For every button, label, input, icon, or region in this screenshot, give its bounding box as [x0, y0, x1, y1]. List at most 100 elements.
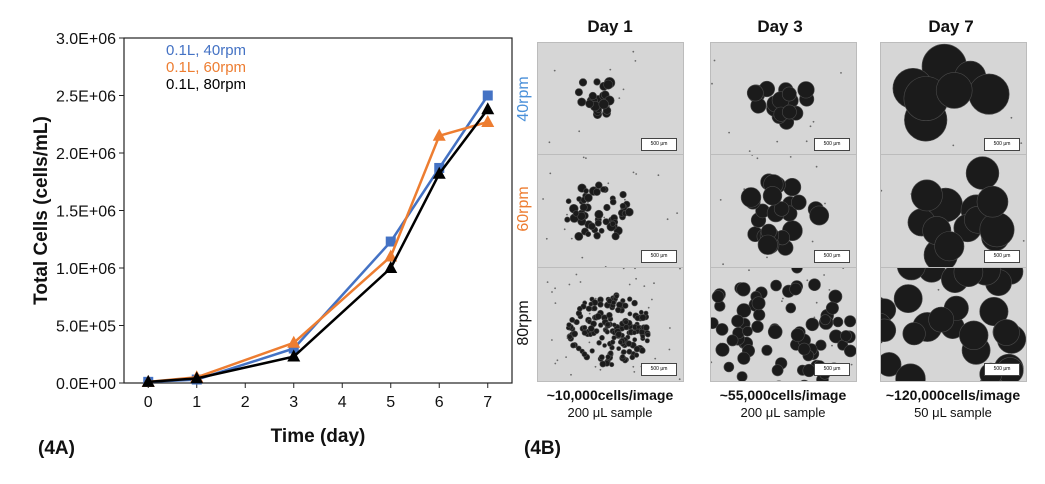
spheroid: [895, 363, 926, 381]
debris-dot: [632, 171, 635, 174]
spheroid: [599, 335, 605, 341]
spheroid: [782, 177, 802, 197]
debris-dot: [713, 59, 716, 62]
y-tick-label: 1.0E+06: [56, 261, 116, 278]
legend-entry: 0.1L, 40rpm: [166, 42, 246, 59]
debris-dot: [545, 237, 548, 240]
debris-dot: [756, 157, 759, 160]
spheroid: [577, 97, 587, 107]
spheroid-image: [711, 43, 856, 156]
spheroid: [742, 325, 753, 337]
spheroid: [621, 349, 627, 355]
debris-dot: [570, 237, 573, 240]
spheroid: [958, 320, 989, 351]
spheroid: [594, 219, 602, 227]
spheroid: [791, 268, 803, 274]
debris-dot: [588, 312, 591, 315]
debris-dot: [952, 144, 955, 147]
spheroid: [781, 86, 797, 102]
debris-dot: [668, 348, 671, 351]
day-title-1: Day 1: [587, 17, 633, 36]
debris-dot: [824, 202, 826, 205]
spheroid: [571, 330, 579, 338]
day-title-3: Day 3: [757, 17, 803, 36]
spheroid: [840, 330, 852, 342]
debris-dot: [789, 156, 792, 158]
spheroid: [587, 325, 595, 332]
spheroid: [968, 73, 1010, 115]
x-tick-label: 7: [483, 394, 492, 411]
spheroid: [597, 301, 604, 308]
debris-dot: [666, 218, 669, 221]
debris-dot: [850, 363, 853, 366]
x-tick-label: 2: [241, 394, 250, 411]
spheroid-image: [538, 43, 683, 156]
x-tick-label: 5: [386, 394, 395, 411]
scale-bar: 500 μm: [814, 363, 850, 376]
spheroid: [976, 185, 1009, 218]
spheroid: [731, 314, 744, 328]
spheroid: [591, 305, 598, 312]
spheroid: [615, 306, 622, 314]
caption-count: ~55,000cells/image: [719, 387, 847, 403]
spheroid-image: [881, 155, 1026, 268]
spheroid: [643, 310, 649, 316]
spheroid: [594, 209, 604, 219]
spheroid: [606, 311, 613, 319]
debris-dot: [651, 298, 653, 301]
debris-dot: [653, 282, 655, 285]
debris-dot: [635, 173, 638, 175]
spheroid: [584, 193, 593, 203]
spheroid: [832, 316, 844, 328]
spheroid: [753, 308, 766, 322]
spheroid: [844, 344, 856, 358]
spheroid: [574, 232, 584, 241]
y-tick-label: 0.0E+00: [56, 376, 116, 393]
debris-dot: [766, 256, 768, 259]
micro-image-day3-60rpm: 500 μm: [710, 154, 857, 269]
spheroid: [809, 205, 830, 226]
spheroid: [623, 319, 629, 325]
growth-chart: 0.0E+00 5.0E+05 1.0E+06 1.5E+06 2.0E+06 2.5E+…: [31, 31, 513, 447]
debris-dot: [554, 302, 557, 304]
series-3: [141, 102, 495, 387]
spheroid: [625, 207, 634, 217]
debris-dot: [603, 216, 606, 219]
debris-dot: [881, 189, 883, 192]
x-tick-label: 1: [192, 394, 201, 411]
data-point: [482, 90, 493, 101]
spheroid: [737, 351, 751, 365]
debris-dot: [669, 327, 671, 329]
data-point: [141, 374, 155, 387]
spheroid: [638, 309, 644, 315]
image-background: [538, 155, 683, 268]
spheroid: [599, 360, 607, 368]
spheroid: [928, 306, 955, 333]
caption-sample: 200 μL sample: [740, 405, 826, 420]
micro-image-day3-40rpm: 500 μm: [710, 42, 857, 157]
legend-entry: 0.1L, 80rpm: [166, 76, 246, 93]
debris-dot: [643, 285, 646, 287]
spheroid: [609, 362, 615, 368]
spheroid: [632, 337, 638, 343]
data-point: [384, 261, 398, 273]
spheroid: [844, 315, 856, 328]
spheroid: [762, 186, 783, 206]
spheroid: [633, 352, 640, 358]
scale-bar: 500 μm: [984, 363, 1020, 376]
spheroid: [757, 234, 778, 255]
caption-sample: 200 μL sample: [567, 405, 653, 420]
spheroid: [593, 188, 601, 196]
debris-dot: [711, 82, 713, 85]
data-point: [481, 102, 495, 115]
spheroid: [619, 190, 627, 199]
debris-dot: [806, 279, 809, 282]
debris-dot: [815, 301, 818, 304]
debris-dot: [678, 378, 681, 381]
spheroid: [565, 198, 572, 205]
spheroid: [572, 210, 580, 217]
spheroid: [631, 299, 638, 307]
spheroid: [604, 321, 611, 328]
debris-dot: [654, 357, 657, 360]
spheroid: [593, 78, 601, 86]
